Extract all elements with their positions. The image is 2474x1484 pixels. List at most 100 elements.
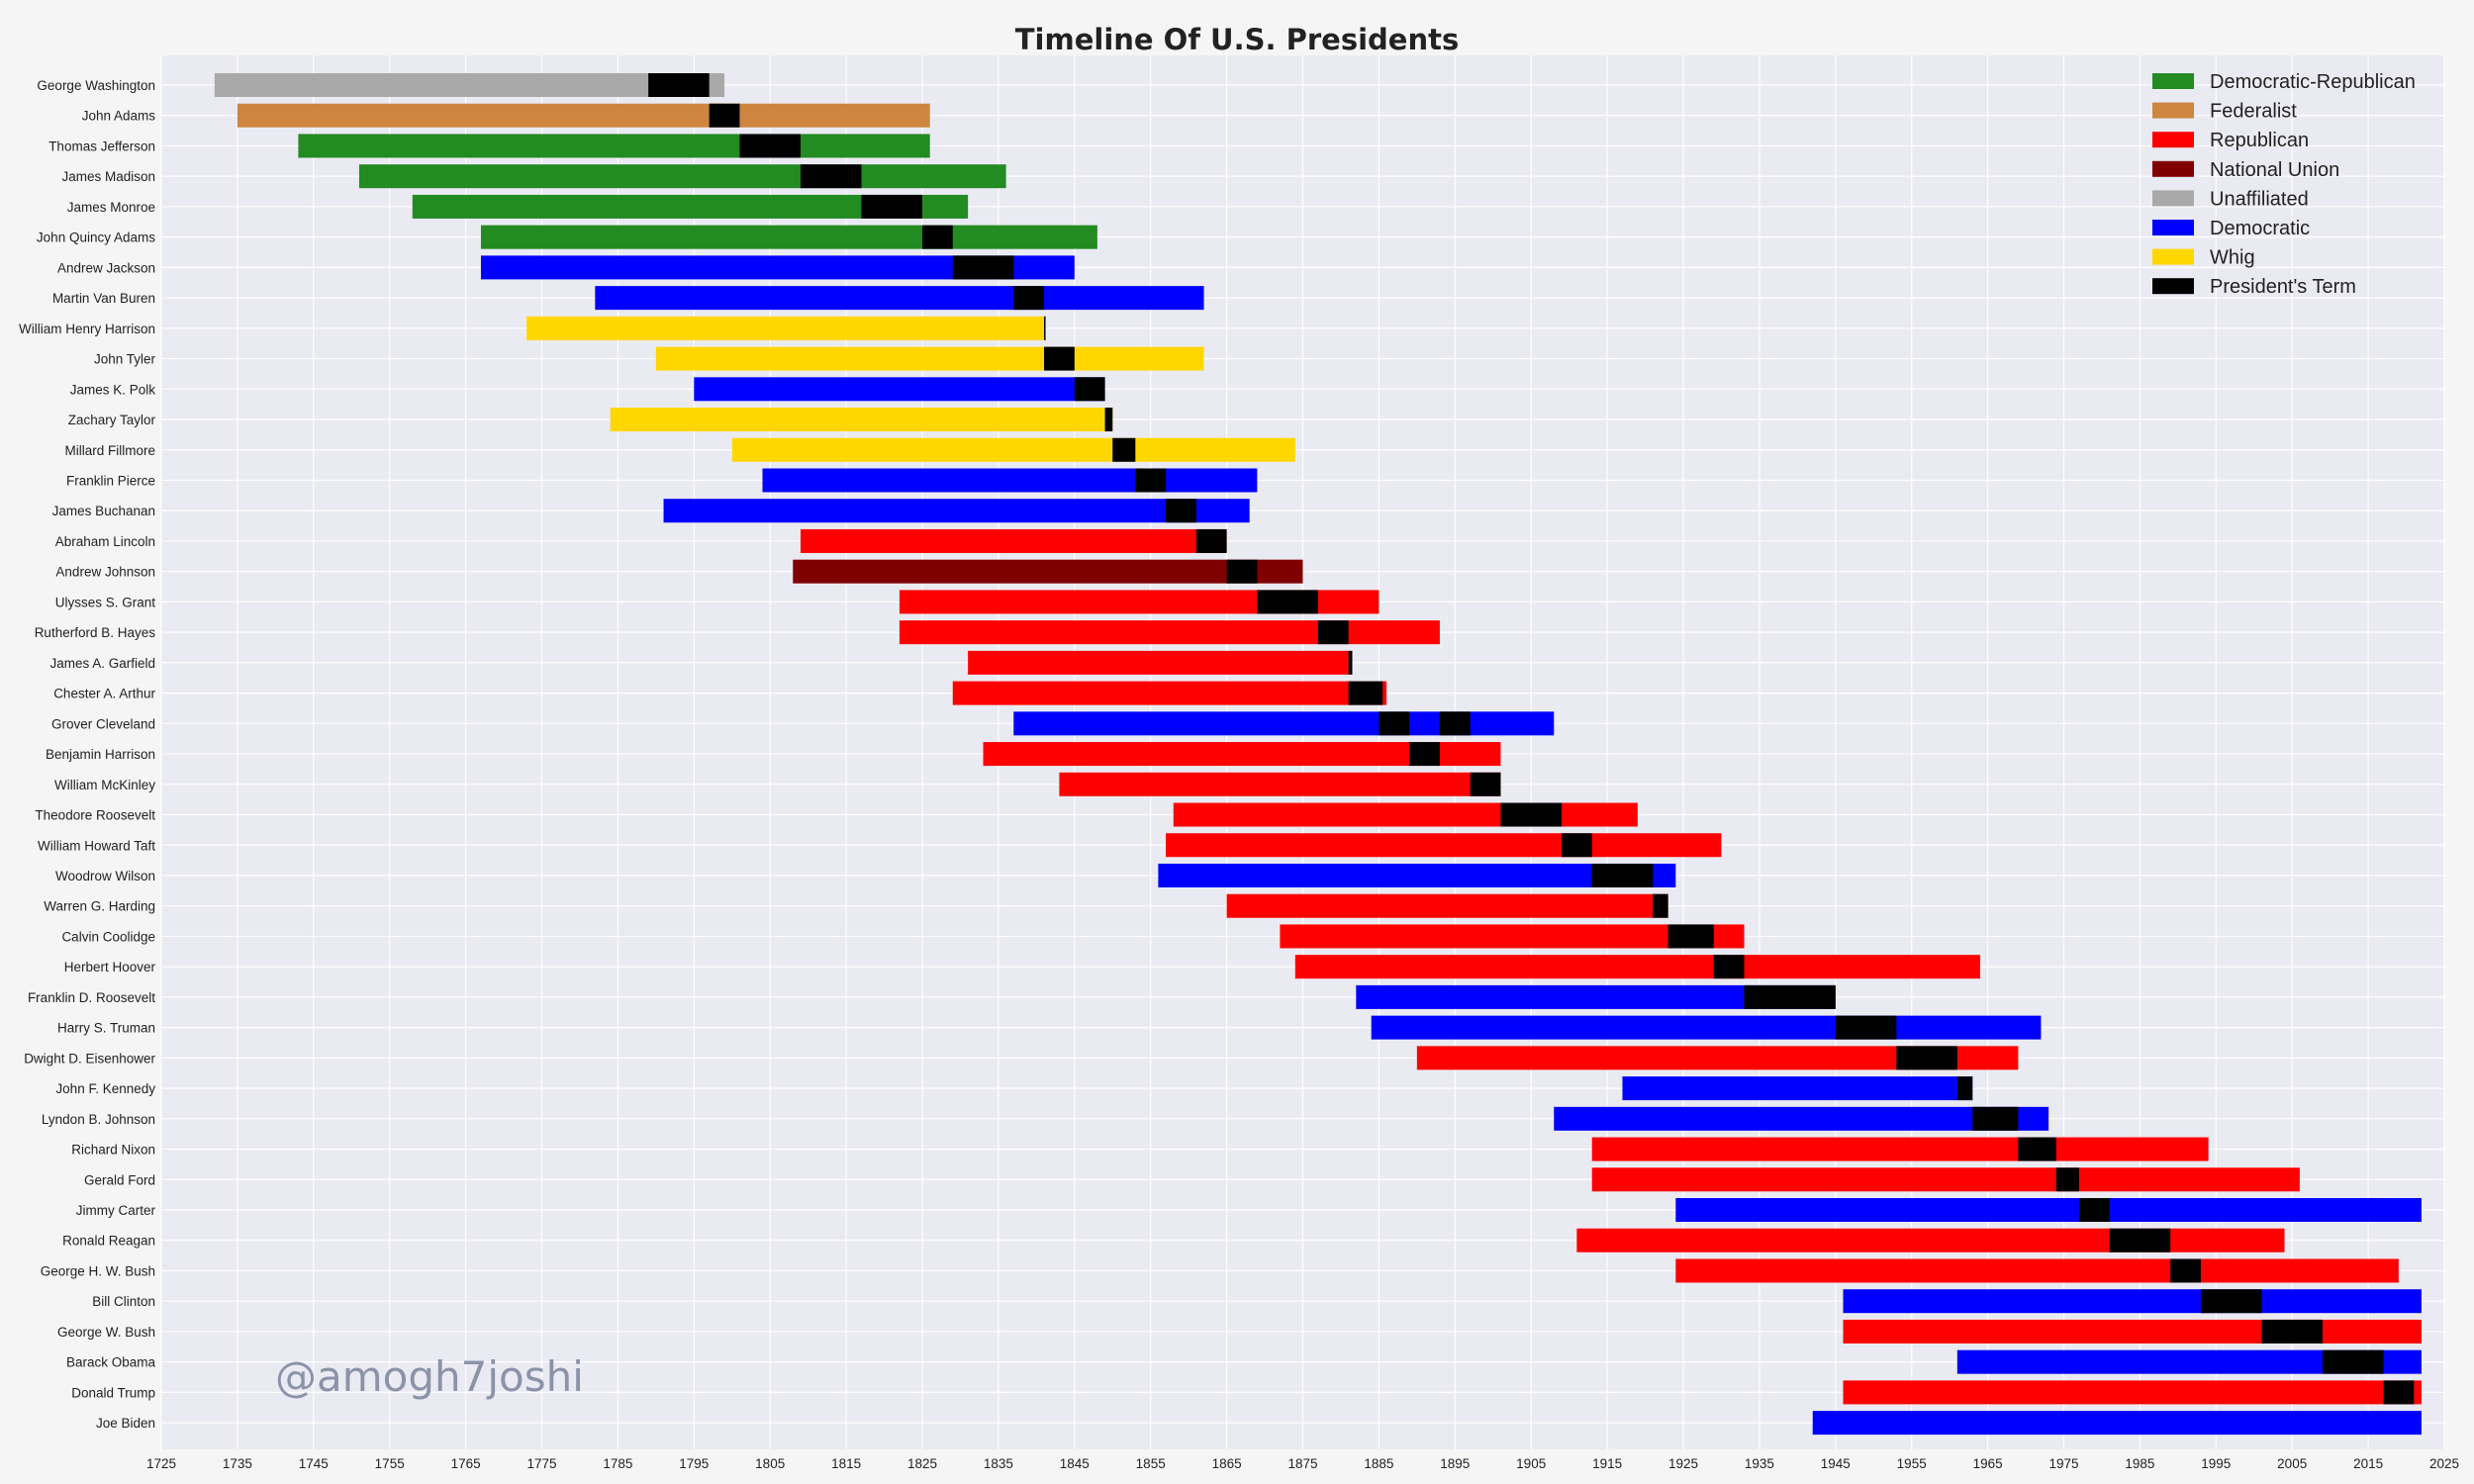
legend-label: Unaffiliated [2210, 188, 2309, 210]
lifespan-bar [1173, 802, 1638, 827]
y-tick-label: John Adams [82, 109, 156, 124]
y-tick-label: Warren G. Harding [44, 899, 155, 914]
y-tick-label: Franklin D. Roosevelt [28, 990, 155, 1005]
x-tick-label: 1765 [451, 1456, 481, 1471]
x-tick-label: 1975 [2048, 1456, 2078, 1471]
y-tick-label: Andrew Jackson [57, 260, 155, 275]
y-tick-label: William Henry Harrison [19, 322, 155, 336]
x-tick-label: 1955 [1897, 1456, 1927, 1471]
x-tick-label: 1875 [1287, 1456, 1317, 1471]
lifespan-bar [694, 377, 1105, 402]
legend-label: President's Term [2210, 276, 2356, 298]
term-bar [1896, 1046, 1957, 1070]
x-tick-label: 1825 [907, 1456, 937, 1471]
lifespan-bar [595, 286, 1204, 311]
term-bar [861, 194, 922, 219]
term-bar [1500, 802, 1562, 827]
y-tick-label: Herbert Hoover [64, 960, 156, 974]
lifespan-bar [1675, 1198, 2422, 1223]
term-bar [1713, 955, 1745, 979]
x-tick-label: 2015 [2353, 1456, 2383, 1471]
term-bar [648, 73, 710, 97]
term-bar [1667, 924, 1714, 949]
term-bar [1112, 437, 1136, 462]
lifespan-bar [1576, 1228, 2285, 1252]
lifespan-bar [1812, 1411, 2422, 1436]
lifespan-bar [655, 346, 1204, 371]
lifespan-bar [1059, 772, 1501, 796]
y-tick-label: William Howard Taft [38, 838, 155, 853]
lifespan-bar [968, 650, 1349, 675]
y-tick-label: Benjamin Harrison [46, 747, 155, 762]
legend-label: National Union [2210, 159, 2339, 181]
legend-swatch [2152, 73, 2194, 89]
y-tick-label: Joe Biden [96, 1416, 155, 1431]
lifespan-bar [1226, 893, 1668, 918]
term-bar [2383, 1380, 2415, 1405]
lifespan-bar [358, 164, 1006, 189]
y-tick-label: John Quincy Adams [37, 231, 155, 245]
legend-swatch [2152, 160, 2194, 177]
lifespan-bar [663, 499, 1250, 523]
x-tick-label: 1965 [1973, 1456, 2003, 1471]
term-bar [1074, 377, 1105, 402]
lifespan-bar [526, 316, 1045, 340]
y-tick-label: Chester A. Arthur [53, 687, 155, 701]
lifespan-bar [1158, 863, 1676, 887]
term-bar [2109, 1228, 2171, 1252]
lifespan-bar [1294, 955, 1980, 979]
x-tick-label: 1735 [223, 1456, 252, 1471]
lifespan-bar [1280, 924, 1745, 949]
term-bar [1653, 893, 1668, 918]
x-tick-label: 1945 [1821, 1456, 1851, 1471]
legend-label: Federalist [2210, 101, 2297, 123]
legend-label: Democratic-Republican [2210, 71, 2416, 93]
x-tick-label: 1755 [375, 1456, 405, 1471]
legend-swatch [2152, 102, 2194, 119]
term-bar [2055, 1167, 2079, 1192]
term-bar [2261, 1319, 2323, 1344]
lifespan-bar [1675, 1258, 2399, 1283]
lifespan-bar [731, 437, 1295, 462]
term-bar [1226, 559, 1258, 584]
term-bar [1439, 711, 1471, 736]
y-tick-label: Millard Fillmore [64, 443, 155, 458]
y-tick-label: Dwight D. Eisenhower [24, 1051, 155, 1066]
y-tick-label: John Tyler [94, 352, 156, 367]
x-tick-label: 1725 [146, 1456, 176, 1471]
lifespan-bar [1554, 1106, 2049, 1131]
term-bar [1195, 528, 1227, 553]
y-tick-label: Andrew Johnson [55, 565, 155, 580]
lifespan-bar [762, 468, 1258, 493]
y-tick-label: Gerald Ford [84, 1172, 155, 1187]
y-tick-label: James K. Polk [70, 382, 156, 397]
y-tick-label: John F. Kennedy [55, 1081, 155, 1096]
term-bar [1348, 681, 1383, 705]
term-bar [2200, 1289, 2262, 1314]
x-tick-label: 1915 [1592, 1456, 1622, 1471]
term-bar [709, 103, 740, 128]
lifespan-bar [800, 528, 1227, 553]
chart-title: Timeline Of U.S. Presidents [1015, 23, 1459, 56]
y-tick-label: James A. Garfield [49, 656, 155, 671]
term-bar [1744, 984, 1836, 1009]
term-bar [1561, 833, 1592, 858]
lifespan-bar [1622, 1076, 1973, 1101]
lifespan-bar [1013, 711, 1555, 736]
x-tick-label: 1905 [1516, 1456, 1546, 1471]
term-bar [1135, 468, 1167, 493]
lifespan-bar [952, 681, 1387, 705]
legend-swatch [2152, 278, 2194, 295]
legend-swatch [2152, 190, 2194, 207]
y-tick-label: James Buchanan [52, 504, 155, 518]
x-tick-label: 1845 [1060, 1456, 1090, 1471]
legend: Democratic-Republican Federalist Republica… [2152, 71, 2416, 298]
y-tick-label: George H. W. Bush [41, 1263, 155, 1278]
term-bar [922, 225, 953, 249]
x-tick-label: 2005 [2277, 1456, 2307, 1471]
lifespan-bar [1371, 1015, 2042, 1040]
lifespan-bar [1843, 1319, 2422, 1344]
term-bar [2078, 1198, 2110, 1223]
term-bar [1972, 1106, 2019, 1131]
y-tick-label: Richard Nixon [71, 1143, 155, 1158]
